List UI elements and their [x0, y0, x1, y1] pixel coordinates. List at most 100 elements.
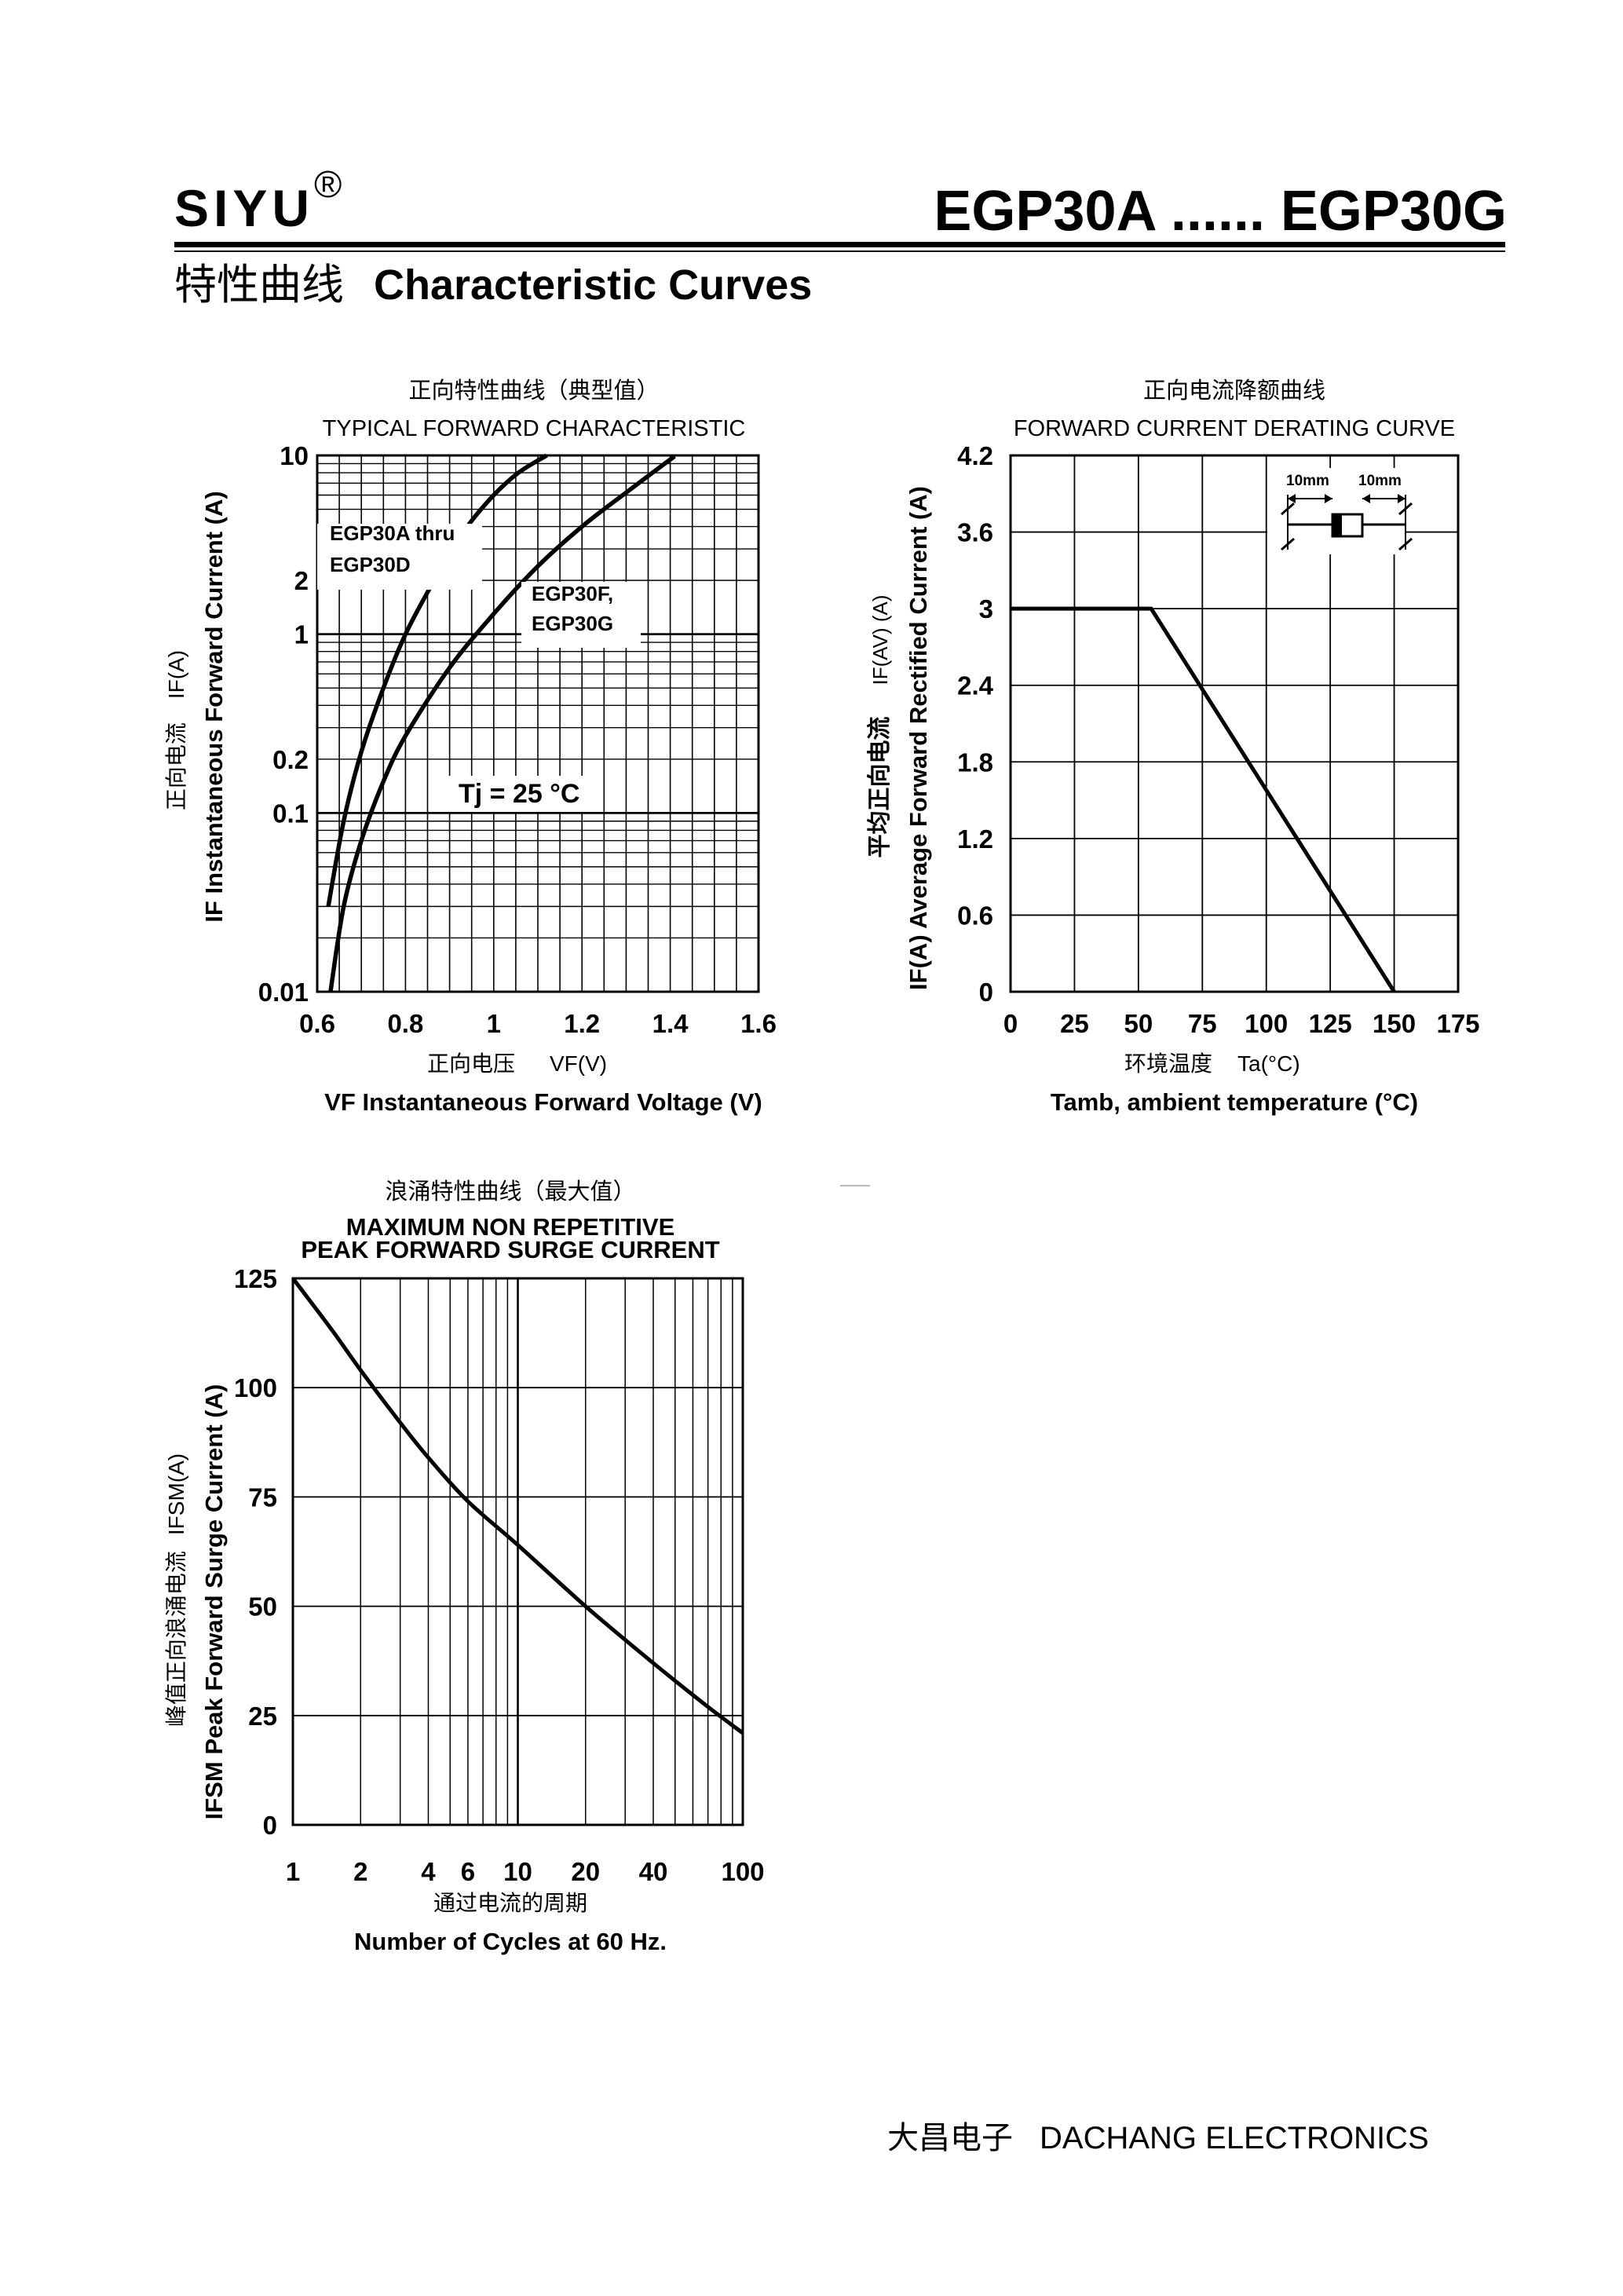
- forward-characteristic-chart: 正向特性曲线（典型值） TYPICAL FORWARD CHARACTERIST…: [164, 378, 777, 1116]
- chart3-xlabel-cn: 通过电流的周期: [433, 1891, 587, 1915]
- company-en: DACHANG ELECTRONICS: [1040, 2121, 1429, 2155]
- chart2-xlabel-cn: 环境温度: [1124, 1051, 1212, 1076]
- chart3-title: MAXIMUM NON REPETITIVE: [346, 1213, 675, 1241]
- chart1-y-tick: 0.2: [272, 745, 309, 774]
- chart1-series1-label: EGP30A thru EGP30D: [330, 521, 455, 576]
- chart3-xlabel: Number of Cycles at 60 Hz.: [354, 1928, 667, 1955]
- chart2-y-tick: 4.2: [957, 441, 993, 470]
- chart2-ylabel-cn-unit: 平均正向电流IF(AV) (A): [867, 594, 893, 857]
- chart3-y-tick: 125: [234, 1264, 277, 1293]
- chart3-y-tick: 0: [263, 1811, 277, 1840]
- chart3-x-tick: 1: [286, 1857, 300, 1886]
- chart1-y-tick: 0.1: [272, 799, 309, 828]
- chart3-y-ticks: 125 100 75 50 25 0: [234, 1264, 277, 1840]
- chart1-x-tick: 1: [487, 1009, 501, 1038]
- chart2-y-ticks: 4.2 3.6 3 2.4 1.8 1.2 0.6 0: [957, 441, 994, 1007]
- brand-logo: SIYU®: [174, 164, 342, 238]
- section-title: 特性曲线 Characteristic Curves: [174, 250, 812, 312]
- chart2-y-tick: 1.2: [957, 824, 993, 854]
- chart1-x-tick: 0.6: [299, 1009, 335, 1038]
- chart3-y-tick: 75: [248, 1483, 277, 1512]
- chart1-title-cn: 正向特性曲线（典型值）: [408, 378, 659, 404]
- chart1-title: TYPICAL FORWARD CHARACTERISTIC: [323, 416, 746, 441]
- chart2-y-tick: 3.6: [957, 518, 993, 547]
- stray-mark: [840, 1185, 870, 1186]
- chart1-series-2-line: [328, 454, 676, 993]
- chart1-series2-label: EGP30F, EGP30G: [532, 582, 613, 635]
- header-rule: [174, 242, 1505, 247]
- header-rule-thin: [174, 250, 1505, 252]
- inset-label-right: 10mm: [1358, 473, 1402, 489]
- section-title-cn: 特性曲线: [174, 260, 344, 309]
- chart1-y-ticks: 10 2 1 0.2 0.1 0.01: [258, 441, 309, 1007]
- chart1-ylabel: IF Instantaneous Forward Current (A): [200, 491, 228, 922]
- chart3-x-ticks: 1 2 4 6 10 20 40 100: [286, 1857, 765, 1886]
- chart2-xlabel: Tamb, ambient temperature (°C): [1051, 1088, 1418, 1116]
- chart3-series: [291, 1277, 744, 1735]
- chart3-x-tick: 2: [353, 1857, 367, 1886]
- surge-current-chart: 浪涌特性曲线（最大值） MAXIMUM NON REPETITIVE PEAK …: [164, 1179, 765, 1955]
- brand-name: SIYU: [174, 179, 315, 237]
- chart2-series: [1011, 606, 1396, 993]
- chart3-series-line: [291, 1277, 744, 1735]
- chart1-y-tick: 1: [294, 620, 309, 649]
- chart2-y-tick: 1.8: [957, 748, 993, 777]
- chart2-x-tick: 175: [1436, 1009, 1479, 1038]
- chart3-y-tick: 100: [234, 1373, 277, 1402]
- chart1-xlabel-cn: 正向电压: [427, 1051, 515, 1076]
- chart1-x-tick: 1.4: [652, 1009, 689, 1038]
- chart3-x-tick: 4: [421, 1857, 436, 1886]
- derating-curve-chart: 正向电流降额曲线 FORWARD CURRENT DERATING CURVE …: [867, 378, 1480, 1116]
- chart2-x-tick: 25: [1060, 1009, 1089, 1038]
- chart1-x-tick: 1.2: [564, 1009, 600, 1038]
- chart3-subtitle: PEAK FORWARD SURGE CURRENT: [301, 1236, 719, 1263]
- chart2-y-tick: 0: [979, 978, 993, 1007]
- chart3-ylabel: IFSM Peak Forward Surge Current (A): [200, 1384, 228, 1820]
- chart1-annotation: Tj = 25 °C: [459, 779, 579, 809]
- model-title: EGP30A ...... EGP30G: [934, 180, 1507, 243]
- chart2-x-ticks: 0 25 50 75 100 125 150 175: [1003, 1009, 1480, 1038]
- chart3-x-tick: 20: [571, 1857, 600, 1886]
- chart2-x-tick: 50: [1124, 1009, 1153, 1038]
- chart3-x-tick: 100: [721, 1857, 764, 1886]
- chart1-x-ticks: 0.6 0.8 1 1.2 1.4 1.6: [299, 1009, 777, 1038]
- chart2-x-tick: 100: [1245, 1009, 1288, 1038]
- chart3-title-cn: 浪涌特性曲线（最大值）: [385, 1179, 635, 1205]
- footer-company: 大昌电子 DACHANG ELECTRONICS: [887, 2112, 1429, 2158]
- section-title-en: Characteristic Curves: [374, 261, 813, 309]
- chart3-grid: [291, 1277, 744, 1826]
- chart1-y-tick: 10: [280, 441, 309, 470]
- inset-label-left: 10mm: [1286, 473, 1329, 489]
- chart3-ylabel-cn-unit: 峰值正向浪涌电流IFSM(A): [164, 1453, 188, 1727]
- chart2-x-tick: 0: [1003, 1009, 1018, 1038]
- component-inset-icon: 10mm 10mm: [1267, 468, 1413, 554]
- chart2-y-tick: 2.4: [957, 671, 994, 700]
- chart1-grid: [316, 454, 760, 993]
- chart2-x-tick: 125: [1309, 1009, 1352, 1038]
- chart1-label-bg-1: [317, 524, 482, 590]
- chart2-x-tick: 75: [1188, 1009, 1217, 1038]
- chart1-y-tick: 2: [294, 566, 309, 595]
- chart3-x-tick: 40: [639, 1857, 668, 1886]
- chart2-y-tick: 0.6: [957, 901, 993, 930]
- chart3-y-tick: 25: [248, 1702, 277, 1731]
- chart2-title: FORWARD CURRENT DERATING CURVE: [1014, 416, 1455, 441]
- chart2-title-cn: 正向电流降额曲线: [1143, 378, 1325, 404]
- chart1-x-tick: 1.6: [740, 1009, 777, 1038]
- chart1-y-tick: 0.01: [258, 978, 309, 1007]
- chart2-xlabel-unit: Ta(°C): [1237, 1051, 1300, 1076]
- chart3-y-tick: 50: [248, 1592, 277, 1621]
- chart1-xlabel: VF Instantaneous Forward Voltage (V): [324, 1088, 762, 1116]
- registered-mark: ®: [314, 164, 342, 206]
- chart3-x-tick: 6: [461, 1857, 475, 1886]
- chart1-xlabel-unit: VF(V): [550, 1051, 607, 1076]
- chart1-x-tick: 0.8: [387, 1009, 423, 1038]
- chart1-annotation-bg: [448, 776, 589, 812]
- chart2-y-tick: 3: [979, 594, 993, 623]
- chart1-series-1-line: [326, 453, 548, 907]
- chart1-series: [326, 453, 676, 993]
- chart2-series-line: [1011, 606, 1396, 993]
- chart2-x-tick: 150: [1373, 1009, 1416, 1038]
- company-cn: 大昌电子: [887, 2120, 1013, 2156]
- chart1-label-bg-2: [521, 582, 641, 648]
